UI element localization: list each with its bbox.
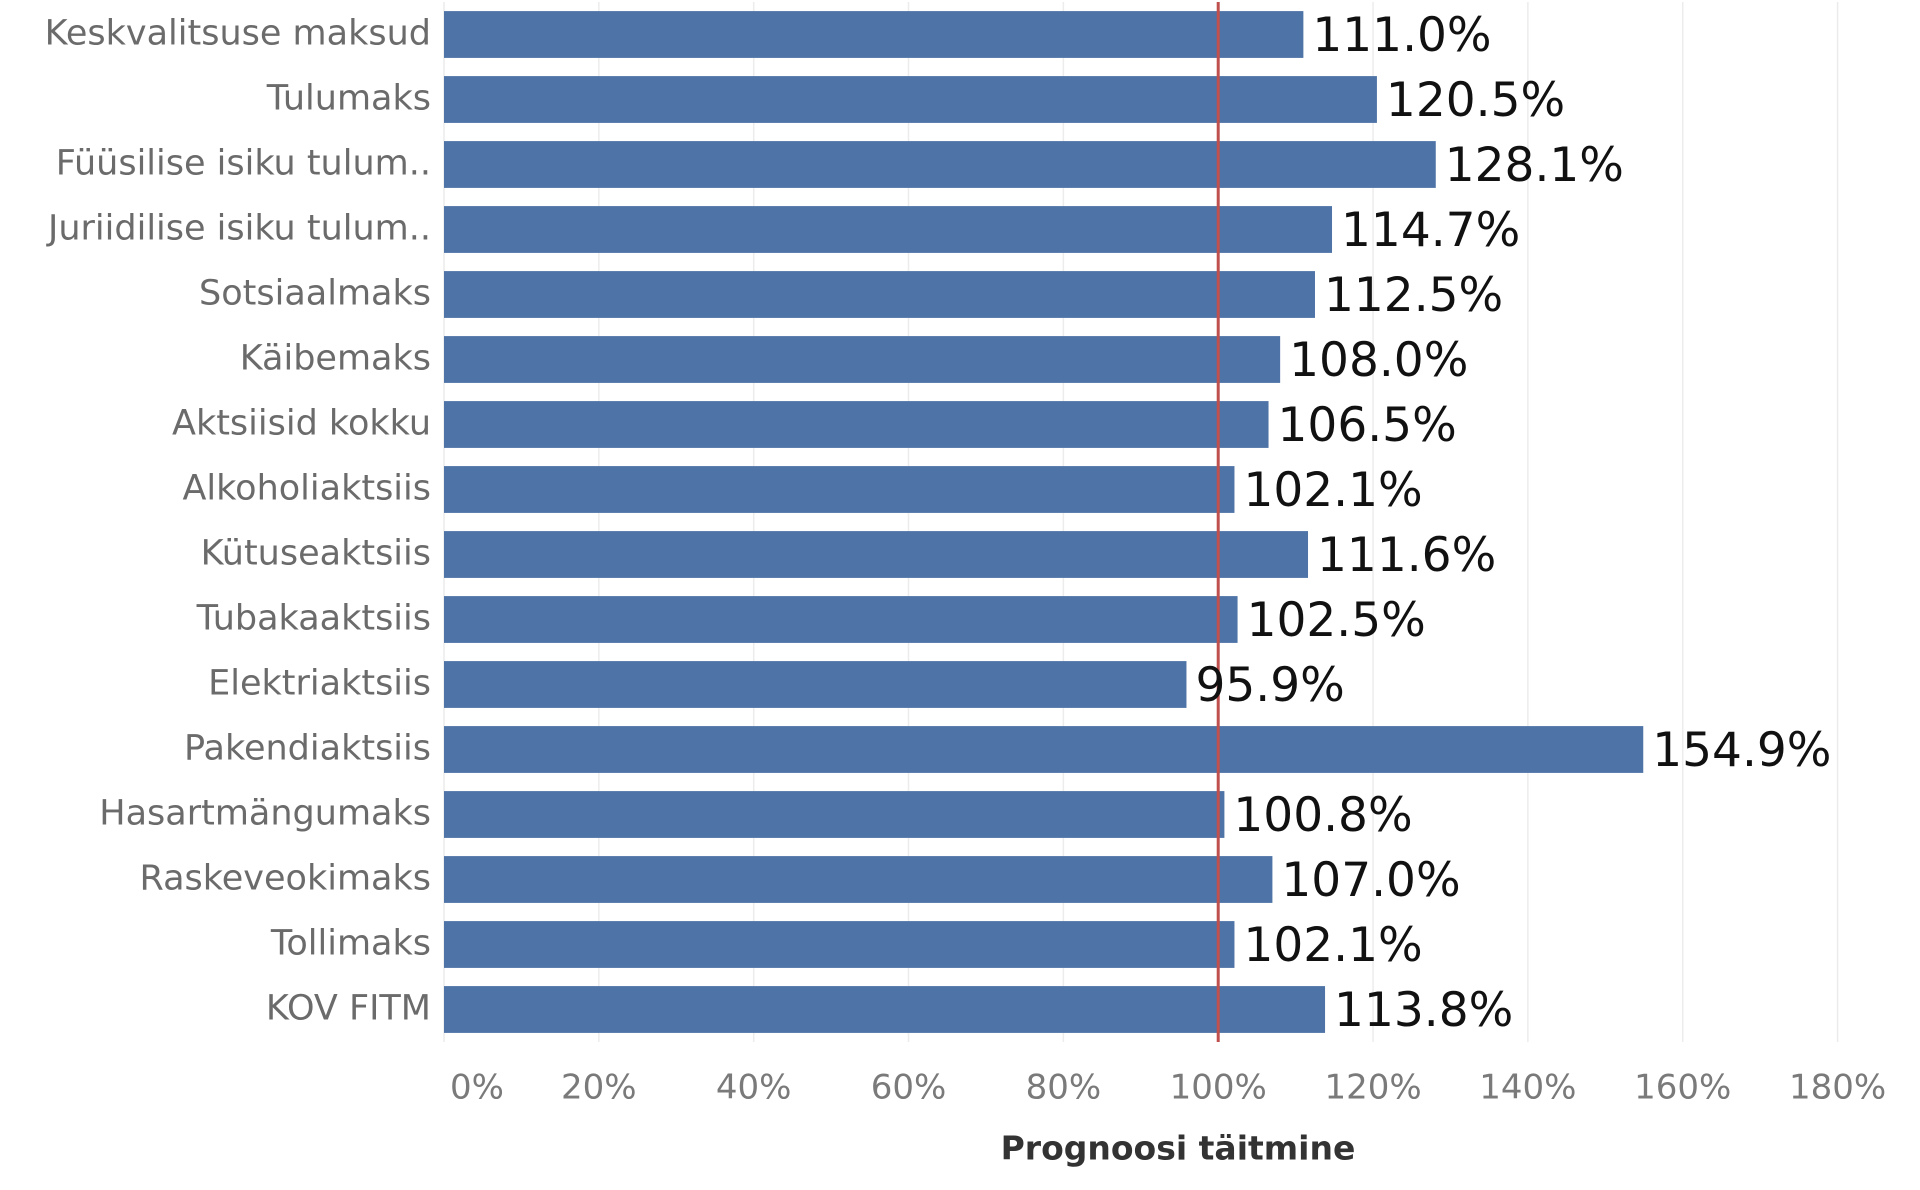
category-label: Sotsiaalmaks bbox=[199, 274, 431, 314]
category-label: KOV FITM bbox=[266, 989, 431, 1029]
value-label: 154.9% bbox=[1652, 723, 1831, 778]
category-label: Elektriaktsiis bbox=[208, 664, 431, 704]
value-label: 128.1% bbox=[1445, 138, 1624, 193]
category-label: Käibemaks bbox=[240, 339, 431, 379]
x-tick-label: 180% bbox=[1789, 1068, 1886, 1108]
value-label: 113.8% bbox=[1334, 983, 1513, 1038]
bar bbox=[444, 531, 1309, 578]
bar bbox=[444, 141, 1436, 188]
category-label: Alkoholiaktsiis bbox=[182, 469, 431, 509]
bar bbox=[444, 986, 1326, 1033]
bar bbox=[444, 401, 1269, 448]
value-label: 107.0% bbox=[1281, 853, 1460, 908]
x-tick-label: 0% bbox=[450, 1068, 504, 1108]
bar bbox=[444, 791, 1225, 838]
category-label: Tollimaks bbox=[270, 924, 431, 964]
category-label: Keskvalitsuse maksud bbox=[45, 14, 431, 54]
bar bbox=[444, 596, 1238, 643]
value-label: 100.8% bbox=[1233, 788, 1412, 843]
bar bbox=[444, 11, 1304, 58]
x-tick-label: 100% bbox=[1170, 1068, 1267, 1108]
bar bbox=[444, 661, 1187, 708]
x-tick-label: 140% bbox=[1479, 1068, 1576, 1108]
value-label: 111.6% bbox=[1317, 528, 1496, 583]
bar bbox=[444, 271, 1315, 318]
x-tick-label: 120% bbox=[1324, 1068, 1421, 1108]
category-label: Aktsiisid kokku bbox=[172, 404, 431, 444]
value-label: 120.5% bbox=[1386, 73, 1565, 128]
bar bbox=[444, 466, 1235, 513]
x-tick-label: 20% bbox=[561, 1068, 637, 1108]
x-tick-label: 160% bbox=[1634, 1068, 1731, 1108]
value-label: 102.1% bbox=[1243, 918, 1422, 973]
value-label: 95.9% bbox=[1195, 658, 1344, 713]
bar bbox=[444, 921, 1235, 968]
x-tick-label: 60% bbox=[871, 1068, 947, 1108]
category-label: Tulumaks bbox=[266, 79, 431, 119]
bar bbox=[444, 76, 1377, 123]
bar bbox=[444, 856, 1273, 903]
category-label: Raskeveokimaks bbox=[140, 859, 431, 899]
value-label: 102.5% bbox=[1247, 593, 1426, 648]
category-label: Kütuseaktsiis bbox=[201, 534, 431, 574]
value-label: 106.5% bbox=[1278, 398, 1457, 453]
value-label: 114.7% bbox=[1341, 203, 1520, 258]
value-label: 102.1% bbox=[1243, 463, 1422, 518]
bar bbox=[444, 336, 1281, 383]
category-label: Pakendiaktsiis bbox=[184, 729, 431, 769]
bar bbox=[444, 726, 1644, 773]
value-label: 111.0% bbox=[1312, 8, 1491, 63]
x-tick-label: 80% bbox=[1026, 1068, 1102, 1108]
category-label: Tubakaaktsiis bbox=[196, 599, 431, 639]
category-label: Hasartmängumaks bbox=[99, 794, 431, 834]
value-label: 108.0% bbox=[1289, 333, 1468, 388]
x-tick-label: 40% bbox=[716, 1068, 792, 1108]
category-label: Juriidilise isiku tulum.. bbox=[46, 209, 431, 249]
value-label: 112.5% bbox=[1324, 268, 1503, 323]
x-axis-title: Prognoosi täitmine bbox=[1001, 1129, 1356, 1168]
bar bbox=[444, 206, 1333, 253]
category-label: Füüsilise isiku tulum.. bbox=[56, 144, 431, 184]
